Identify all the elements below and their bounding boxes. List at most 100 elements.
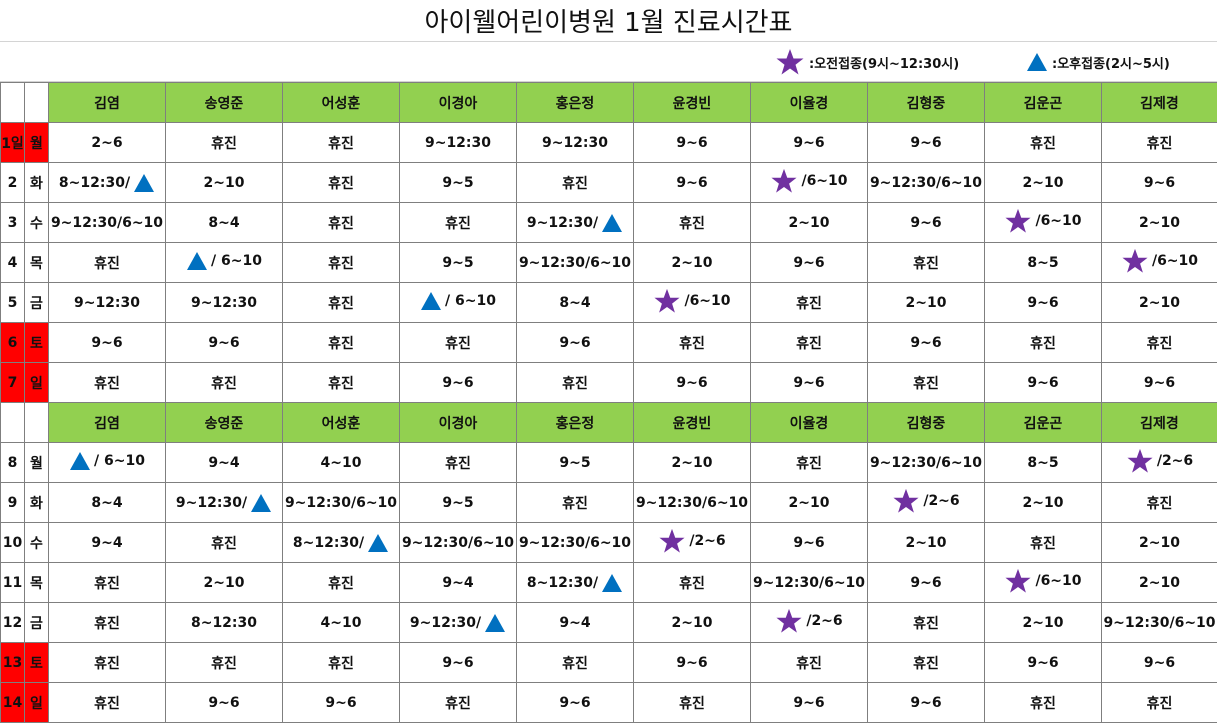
schedule-cell-content: 9~4 <box>208 455 239 471</box>
schedule-cell: 9~6 <box>399 362 517 403</box>
date-cell: 8 <box>0 442 25 483</box>
date-cell: 3 <box>0 202 25 243</box>
schedule-cell-content: / 6~10 <box>186 251 262 271</box>
table-row: 10 수 9~4 휴진 8~12:30/9~12:30/6~10 9~12:30/6~10… <box>0 522 1217 563</box>
schedule-cell-content: 9~6 <box>325 695 356 711</box>
schedule-cell-content: 휴진 <box>679 573 705 593</box>
schedule-cell-content: 9~6 <box>208 695 239 711</box>
hours-text: 2~10 <box>1139 214 1180 231</box>
hours-text: 9~6 <box>793 374 825 391</box>
schedule-cell: 휴진 <box>282 242 400 283</box>
schedule-cell-content: 9~12:30/6~10 <box>519 255 631 271</box>
hours-text: /6~10 <box>801 172 848 189</box>
hours-text: 휴진 <box>796 455 822 472</box>
schedule-cell: 9~6 <box>750 122 868 163</box>
table-row: 3 수 9~12:30/6~10 8~4 휴진 휴진 9~12:30/휴진 2~10 9~6/6… <box>0 202 1217 243</box>
schedule-cell-content: 9~5 <box>442 495 473 511</box>
star-icon <box>1004 208 1032 234</box>
doctor-name-header: 이율경 <box>750 402 868 443</box>
schedule-cell-content: 9~12:30/6~10 <box>870 175 982 191</box>
schedule-cell-content: 휴진 <box>913 373 939 393</box>
weekday-cell: 토 <box>24 642 49 683</box>
schedule-cell: 휴진 <box>282 162 400 203</box>
hours-text: 휴진 <box>328 295 354 312</box>
schedule-cell-content: 8~12:30 <box>191 615 257 631</box>
hours-text: 2~10 <box>788 494 830 511</box>
schedule-cell-content: 휴진 <box>445 453 471 473</box>
hours-text: 9~6 <box>910 214 942 231</box>
schedule-cell-content: 9~6 <box>910 215 941 231</box>
schedule-cell: 휴진 <box>867 602 985 643</box>
schedule-cell-content: 2~10 <box>672 615 713 631</box>
schedule-cell-content: 휴진 <box>211 653 237 673</box>
hours-text: 9~12:30 <box>541 134 609 151</box>
schedule-cell: 9~12:30 <box>48 282 166 323</box>
hours-text: 9~6 <box>208 334 240 351</box>
hours-text: 9~6 <box>676 174 708 191</box>
schedule-cell: 휴진 <box>633 562 751 603</box>
schedule-cell-content: 휴진 <box>328 253 354 273</box>
schedule-cell-content: 2~10 <box>789 495 830 511</box>
schedule-cell-content: 8~4 <box>559 295 590 311</box>
schedule-cell: 9~6 <box>984 362 1102 403</box>
schedule-cell: 휴진 <box>750 322 868 363</box>
schedule-cell: 9~6 <box>867 682 985 723</box>
schedule-cell-content: 휴진 <box>328 373 354 393</box>
hours-text: 9~6 <box>910 694 942 711</box>
schedule-cell: /2~6 <box>633 522 751 563</box>
hours-text: 9~5 <box>442 174 474 191</box>
schedule-cell-content: /6~10 <box>1004 568 1082 594</box>
schedule-cell: 9~6 <box>1101 642 1217 683</box>
schedule-cell-content: 휴진 <box>562 653 588 673</box>
schedule-cell-content: 8~4 <box>208 215 239 231</box>
schedule-cell-content: 9~12:30/6~10 <box>870 455 982 471</box>
schedule-cell-content: 9~6 <box>91 335 122 351</box>
doctor-name-header: 윤경빈 <box>633 82 751 123</box>
schedule-cell-content: 9~6 <box>910 575 941 591</box>
schedule-cell-content: 9~6 <box>1027 295 1058 311</box>
schedule-cell: 휴진 <box>48 562 166 603</box>
table-row: 7 일 휴진 휴진 휴진 9~6 휴진 9~6 9~6 휴진 9~6 9~6 <box>0 362 1217 403</box>
schedule-cell: 휴진 <box>282 322 400 363</box>
schedule-cell-content: 휴진 <box>679 333 705 353</box>
schedule-cell: 2~10 <box>633 602 751 643</box>
hours-text: 2~10 <box>905 294 947 311</box>
schedule-cell: 9~12:30 <box>165 282 283 323</box>
schedule-cell: 8~12:30 <box>165 602 283 643</box>
date-cell: 1일 <box>0 122 25 163</box>
schedule-cell: 휴진 <box>399 682 517 723</box>
hours-text: 9~12:30/ <box>526 214 599 231</box>
hours-text: 휴진 <box>328 335 354 352</box>
schedule-cell-content: 휴진 <box>328 333 354 353</box>
schedule-cell: 9~12:30 <box>399 122 517 163</box>
hours-text: 9~12:30/6~10 <box>284 494 398 511</box>
schedule-cell: 2~10 <box>1101 522 1217 563</box>
schedule-cell: 4~10 <box>282 442 400 483</box>
schedule-cell-content: 휴진 <box>679 693 705 713</box>
schedule-cell-content: 9~12:30/ <box>527 213 623 233</box>
hours-text: 8~12:30 <box>190 614 258 631</box>
schedule-cell: 2~10 <box>1101 562 1217 603</box>
schedule-cell-content: 2~10 <box>906 535 947 551</box>
schedule-cell-content: 9~6 <box>793 695 824 711</box>
hours-text: 휴진 <box>1030 695 1056 712</box>
schedule-cell: 9~12:30/6~10 <box>750 562 868 603</box>
schedule-cell: 9~4 <box>165 442 283 483</box>
schedule-cell: 2~10 <box>984 482 1102 523</box>
schedule-cell: 9~6 <box>750 522 868 563</box>
schedule-cell: 9~6 <box>633 122 751 163</box>
weekday-cell: 금 <box>24 282 49 323</box>
hours-text: 휴진 <box>445 455 471 472</box>
hours-text: 9~6 <box>910 134 942 151</box>
schedule-cell: / 6~10 <box>48 442 166 483</box>
hours-text: 9~12:30/6~10 <box>1103 614 1216 631</box>
star-icon <box>1126 448 1154 474</box>
hours-text: 9~12:30/6~10 <box>635 494 749 511</box>
hours-text: 휴진 <box>1030 335 1056 352</box>
star-icon <box>770 168 798 194</box>
hours-text: 9~6 <box>91 334 123 351</box>
schedule-cell-content: /2~6 <box>775 608 843 634</box>
hours-text: 8~12:30/ <box>58 174 131 191</box>
schedule-cell-content: 9~6 <box>1144 375 1175 391</box>
schedule-cell-content: 휴진 <box>94 613 120 633</box>
